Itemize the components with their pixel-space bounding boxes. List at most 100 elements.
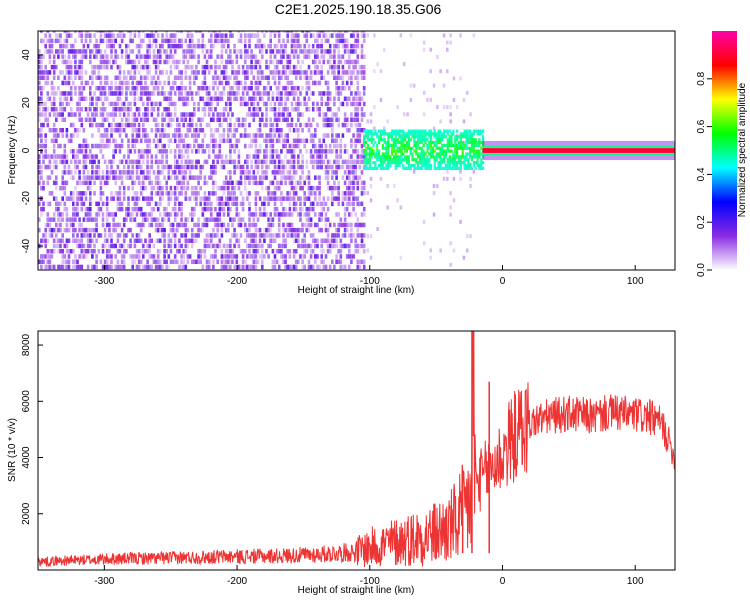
heatmap-cell <box>101 86 105 91</box>
heatmap-cell <box>352 180 355 186</box>
heatmap-cell <box>91 164 94 170</box>
heatmap-cell <box>229 264 232 270</box>
heatmap-cell <box>197 107 200 112</box>
heatmap-cell <box>218 117 222 122</box>
heatmap-cell <box>65 33 69 38</box>
heatmap-cell <box>69 49 73 54</box>
heatmap-cell <box>76 154 79 159</box>
heatmap-cell <box>261 43 264 49</box>
heatmap-cell <box>365 140 368 145</box>
heatmap-cell <box>362 206 366 212</box>
heatmap-cell <box>129 38 132 44</box>
heatmap-cell <box>256 128 260 133</box>
heatmap-cell <box>193 75 196 80</box>
heatmap-cell <box>254 159 258 165</box>
heatmap-cell <box>335 254 338 259</box>
heatmap-cell <box>309 201 313 207</box>
heatmap-cell <box>120 159 124 165</box>
heatmap-cell <box>110 159 113 165</box>
heatmap-cell <box>93 64 96 70</box>
heatmap-cell <box>76 196 79 201</box>
heatmap-cell <box>116 143 120 149</box>
x-tick-label: -100 <box>360 276 380 287</box>
heatmap-cell <box>156 101 160 107</box>
heatmap-cell <box>244 59 247 65</box>
heatmap-cell <box>277 133 281 138</box>
heatmap-cell <box>114 122 117 128</box>
heatmap-cell <box>318 175 321 180</box>
heatmap-cell <box>271 180 275 186</box>
heatmap-cell <box>86 143 90 149</box>
heatmap-cell <box>269 43 272 49</box>
heatmap-cell <box>218 206 222 212</box>
heatmap-cell <box>180 149 183 154</box>
heatmap-cell <box>472 33 476 38</box>
heatmap-cell <box>292 49 296 54</box>
heatmap-cell <box>258 96 262 101</box>
heatmap-cell <box>52 143 56 149</box>
heatmap-cell <box>89 191 92 196</box>
heatmap-cell <box>436 54 439 59</box>
heatmap-cell <box>231 222 234 228</box>
heatmap-cell <box>335 159 338 165</box>
heatmap-cell <box>402 146 405 150</box>
heatmap-cell <box>415 149 418 153</box>
heatmap-cell <box>84 196 88 201</box>
heatmap-cell <box>288 149 292 154</box>
heatmap-cell <box>52 38 56 44</box>
heatmap-cell <box>314 64 317 70</box>
heatmap-cell <box>152 33 156 38</box>
heatmap-cell <box>376 152 379 156</box>
heatmap-cell <box>103 117 107 122</box>
heatmap-cell <box>131 233 134 238</box>
heatmap-cell <box>93 154 96 159</box>
heatmap-cell <box>430 138 433 142</box>
heatmap-cell <box>80 227 84 233</box>
heatmap-cell <box>348 191 351 196</box>
heatmap-cell <box>205 122 209 128</box>
heatmap-cell <box>120 206 124 212</box>
heatmap-cell <box>178 133 181 138</box>
heatmap-cell <box>103 133 107 138</box>
heatmap-cell <box>446 163 449 168</box>
heatmap-cell <box>294 238 298 243</box>
heatmap-cell <box>80 206 84 212</box>
heatmap-cell <box>186 238 190 243</box>
heatmap-cell <box>258 117 262 122</box>
heatmap-cell <box>105 222 109 228</box>
heatmap-cell <box>433 155 436 159</box>
heatmap-cell <box>352 149 355 154</box>
heatmap-cell <box>161 170 164 175</box>
heatmap-cell <box>400 152 403 156</box>
heatmap-cell <box>345 43 349 49</box>
heatmap-cell <box>178 201 181 207</box>
heatmap-cell <box>422 155 425 159</box>
heatmap-cell <box>91 96 94 101</box>
heatmap-cell <box>105 264 109 270</box>
heatmap-cell <box>292 185 296 191</box>
heatmap-cell <box>59 154 62 159</box>
heatmap-cell <box>442 176 446 181</box>
heatmap-cell <box>48 154 52 159</box>
heatmap-cell <box>297 138 300 143</box>
heatmap-cell <box>318 70 321 75</box>
heatmap-cell <box>139 54 143 59</box>
heatmap-cell <box>341 159 345 165</box>
heatmap-cell <box>156 201 160 207</box>
heatmap-cell <box>297 233 300 238</box>
heatmap-cell <box>110 80 113 86</box>
heatmap-cell <box>250 80 253 86</box>
heatmap-cell <box>252 138 256 143</box>
heatmap-cell <box>280 43 283 49</box>
heatmap-cell <box>469 129 472 133</box>
heatmap-cell <box>40 59 43 65</box>
heatmap-cell <box>307 259 311 264</box>
heatmap-cell <box>186 31 190 33</box>
heatmap-cell <box>63 259 67 264</box>
heatmap-cell <box>40 70 43 75</box>
heatmap-cell <box>89 75 92 80</box>
heatmap-cell <box>374 163 377 168</box>
heatmap-cell <box>273 233 277 238</box>
heatmap-cell <box>305 49 309 54</box>
heatmap-cell <box>273 191 277 196</box>
